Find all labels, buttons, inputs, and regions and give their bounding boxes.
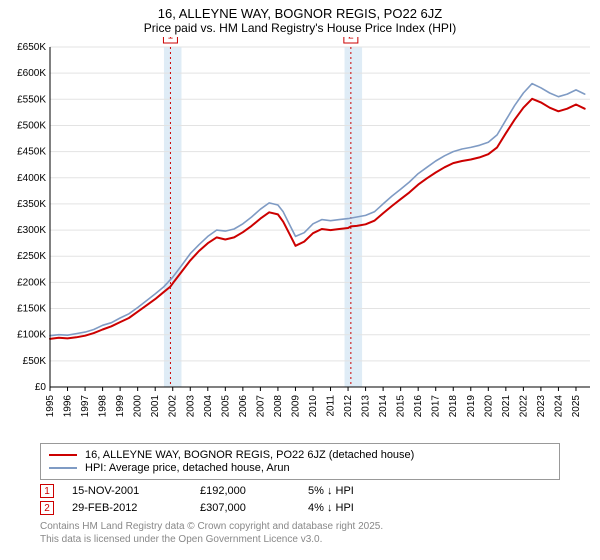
x-tick-label: 2022 [518, 395, 529, 418]
transaction-price: £192,000 [200, 485, 290, 497]
transaction-row: 1 15-NOV-2001 £192,000 5% ↓ HPI [40, 484, 560, 498]
transaction-price: £307,000 [200, 502, 290, 514]
x-tick-label: 2001 [150, 395, 161, 418]
transaction-date: 29-FEB-2012 [72, 502, 182, 514]
x-tick-label: 2025 [571, 395, 582, 418]
transaction-delta: 5% ↓ HPI [308, 485, 354, 497]
x-tick-label: 2021 [501, 395, 512, 418]
y-tick-label: £500K [17, 120, 46, 131]
x-tick-label: 2020 [483, 395, 494, 418]
legend-swatch [49, 467, 77, 469]
series-hpi [50, 84, 585, 336]
y-tick-label: £200K [17, 277, 46, 288]
x-tick-label: 2007 [255, 395, 266, 418]
transaction-row: 2 29-FEB-2012 £307,000 4% ↓ HPI [40, 501, 560, 515]
transaction-delta: 4% ↓ HPI [308, 502, 354, 514]
y-tick-label: £650K [17, 42, 46, 53]
x-tick-label: 1999 [115, 395, 126, 418]
x-tick-label: 2004 [203, 395, 214, 418]
attribution-line2: This data is licensed under the Open Gov… [40, 534, 560, 547]
y-tick-label: £100K [17, 330, 46, 341]
x-tick-label: 2003 [185, 395, 196, 418]
y-tick-label: £600K [17, 68, 46, 79]
x-tick-label: 1995 [45, 395, 56, 418]
transaction-date: 15-NOV-2001 [72, 485, 182, 497]
transaction-marker: 1 [40, 484, 54, 498]
x-tick-label: 2000 [133, 395, 144, 418]
x-tick-label: 2024 [553, 395, 564, 418]
x-tick-label: 2009 [290, 395, 301, 418]
y-tick-label: £150K [17, 304, 46, 315]
transaction-marker: 2 [40, 501, 54, 515]
legend-swatch [49, 454, 77, 456]
x-tick-label: 2013 [361, 395, 372, 418]
y-tick-label: £50K [23, 356, 47, 367]
series-price_paid [50, 99, 585, 339]
x-tick-label: 1998 [98, 395, 109, 418]
chart-title: 16, ALLEYNE WAY, BOGNOR REGIS, PO22 6JZ [0, 6, 600, 21]
y-tick-label: £0 [35, 382, 47, 393]
chart-area: £0 £50K £100K £150K £200K £250K £300K £350K £400… [0, 37, 600, 437]
sale-marker-label: 2 [348, 37, 354, 42]
x-tick-label: 2002 [168, 395, 179, 418]
x-tick-label: 2019 [466, 395, 477, 418]
x-tick-label: 2005 [220, 395, 231, 418]
legend-label: HPI: Average price, detached house, Arun [85, 462, 290, 474]
attribution-line1: Contains HM Land Registry data © Crown c… [40, 521, 560, 534]
y-tick-label: £450K [17, 147, 46, 158]
legend-row: 16, ALLEYNE WAY, BOGNOR REGIS, PO22 6JZ … [49, 449, 551, 461]
x-tick-label: 2011 [326, 395, 337, 417]
x-tick-label: 2014 [378, 395, 389, 418]
x-tick-label: 2012 [343, 395, 354, 418]
x-tick-label: 2006 [238, 395, 249, 418]
legend-box: 16, ALLEYNE WAY, BOGNOR REGIS, PO22 6JZ … [40, 443, 560, 480]
legend-row: HPI: Average price, detached house, Arun [49, 462, 551, 474]
legend-label: 16, ALLEYNE WAY, BOGNOR REGIS, PO22 6JZ … [85, 449, 414, 461]
x-tick-label: 2017 [431, 395, 442, 418]
sale-marker-label: 1 [168, 37, 174, 42]
chart-subtitle: Price paid vs. HM Land Registry's House … [0, 21, 600, 35]
x-tick-label: 2015 [396, 395, 407, 418]
x-tick-label: 1996 [63, 395, 74, 418]
x-tick-label: 2016 [413, 395, 424, 418]
y-tick-label: £350K [17, 199, 46, 210]
y-tick-label: £250K [17, 251, 46, 262]
attribution: Contains HM Land Registry data © Crown c… [40, 521, 560, 546]
x-tick-label: 2018 [448, 395, 459, 418]
x-tick-label: 1997 [80, 395, 91, 418]
x-tick-label: 2023 [536, 395, 547, 418]
x-tick-label: 2010 [308, 395, 319, 418]
line-chart: £0 £50K £100K £150K £200K £250K £300K £350K £400… [0, 37, 600, 437]
y-tick-label: £550K [17, 94, 46, 105]
y-tick-label: £300K [17, 225, 46, 236]
shaded-band [164, 47, 182, 387]
transactions-table: 1 15-NOV-2001 £192,000 5% ↓ HPI 2 29-FEB-2012… [40, 484, 560, 515]
y-tick-label: £400K [17, 173, 46, 184]
x-tick-label: 2008 [273, 395, 284, 418]
